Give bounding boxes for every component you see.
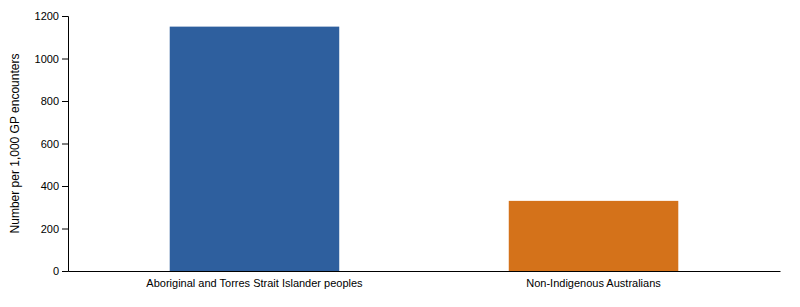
- y-tick: 400: [41, 180, 68, 192]
- y-tick-mark: [62, 144, 68, 145]
- y-axis-line: [62, 17, 69, 272]
- y-tick-mark: [62, 59, 68, 60]
- bar: [170, 27, 340, 271]
- y-tick-label: 1200: [35, 10, 59, 22]
- y-tick: 0: [53, 265, 68, 277]
- x-tick-label: Aboriginal and Torres Strait Islander pe…: [146, 277, 363, 289]
- y-tick: 1200: [35, 10, 68, 22]
- y-axis-title: Number per 1,000 GP encounters: [8, 54, 22, 234]
- y-tick: 600: [41, 138, 68, 150]
- y-tick: 1000: [35, 53, 68, 65]
- x-tick: Aboriginal and Torres Strait Islander pe…: [146, 277, 363, 289]
- x-axis-line: [69, 271, 781, 272]
- x-tick-label: Non-Indigenous Australians: [526, 277, 661, 289]
- bars: [170, 27, 679, 271]
- y-tick-label: 600: [41, 138, 59, 150]
- y-tick-label: 200: [41, 223, 59, 235]
- y-tick-label: 400: [41, 180, 59, 192]
- x-tick: Non-Indigenous Australians: [526, 277, 661, 289]
- plot: 0 200 400 600 800 1000 1200 Aboriginal and Torr…: [35, 10, 781, 289]
- y-tick-label: 800: [41, 95, 59, 107]
- chart: 0 200 400 600 800 1000 1200 Aboriginal and Torr…: [0, 0, 800, 307]
- y-tick-mark: [62, 229, 68, 230]
- y-tick: 200: [41, 223, 68, 235]
- y-tick-mark: [62, 186, 68, 187]
- bar: [509, 201, 679, 271]
- y-tick-label: 1000: [35, 53, 59, 65]
- y-tick: 800: [41, 95, 68, 107]
- y-axis: 0 200 400 600 800 1000 1200: [35, 10, 69, 277]
- x-axis: Aboriginal and Torres Strait Islander pe…: [69, 272, 781, 289]
- y-tick-mark: [62, 16, 68, 17]
- y-tick-mark: [62, 271, 68, 272]
- y-tick-label: 0: [53, 265, 59, 277]
- y-tick-mark: [62, 101, 68, 102]
